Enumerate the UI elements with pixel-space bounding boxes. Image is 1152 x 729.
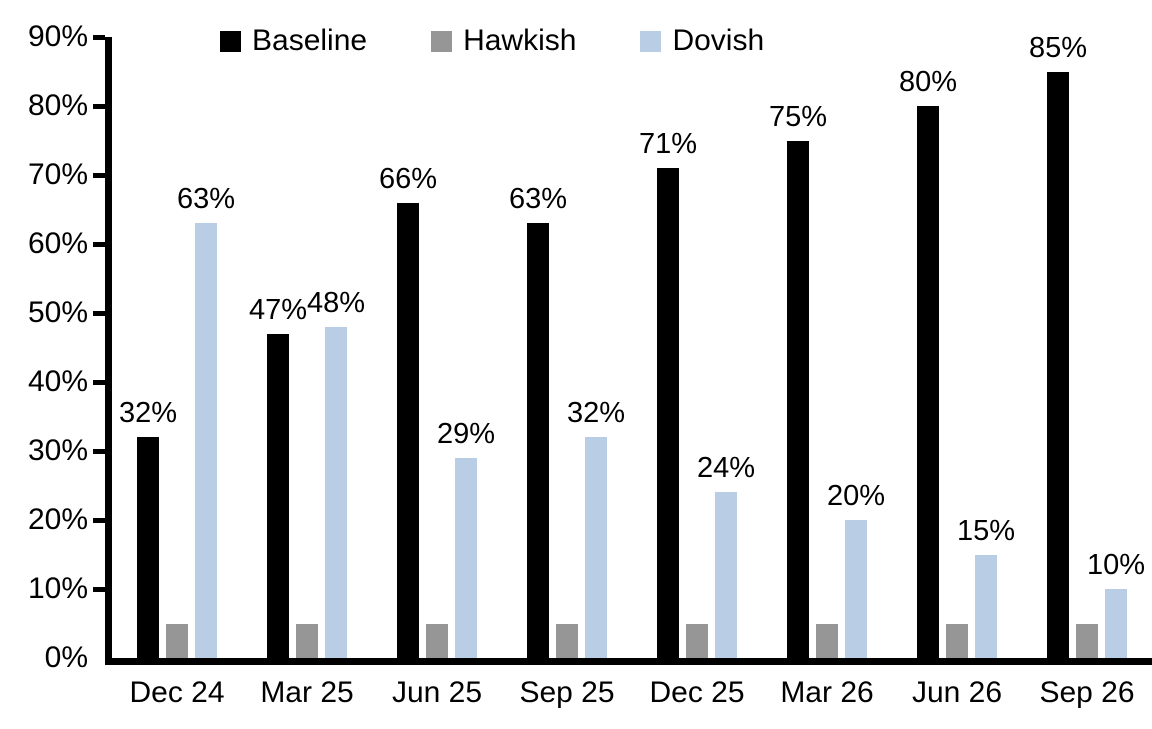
x-tick-label-jun-26: Jun 26 xyxy=(911,676,1003,709)
bar-baseline-jun-25: 66% xyxy=(379,164,437,658)
y-axis-tick xyxy=(93,380,105,385)
value-label-baseline-dec-24: 32% xyxy=(118,397,178,430)
bar-hawkish-mar-25 xyxy=(296,623,318,658)
y-axis-tick xyxy=(93,587,105,592)
plot-area: 32% 63% 47% 48% 66% 29% 63% 32% 71% 24% 75% 20% 80% 1… xyxy=(93,33,1152,665)
bar-group-jun-26: 80% 15% xyxy=(892,37,1022,658)
y-axis-tick xyxy=(93,311,105,316)
bar-dovish-mar-26: 20% xyxy=(827,482,885,658)
bar-baseline-jun-26: 80% xyxy=(899,68,957,658)
value-label-baseline-jun-25: 66% xyxy=(378,162,438,195)
bar-group-sep-25: 63% 32% xyxy=(502,37,632,658)
chart-legend: Baseline Hawkish Dovish xyxy=(220,24,764,58)
value-label-dovish-dec-25: 24% xyxy=(696,452,756,485)
x-tick-label-mar-26: Mar 26 xyxy=(780,676,874,709)
value-label-dovish-jun-26: 15% xyxy=(956,514,1016,547)
bar-baseline-dec-24: 32% xyxy=(119,399,177,658)
bar-group-dec-25: 71% 24% xyxy=(632,37,762,658)
value-label-baseline-dec-25: 71% xyxy=(638,128,698,161)
value-label-dovish-sep-25: 32% xyxy=(566,397,626,430)
value-label-baseline-mar-25: 47% xyxy=(248,293,308,326)
value-label-baseline-mar-26: 75% xyxy=(768,100,828,133)
value-label-baseline-sep-26: 85% xyxy=(1028,31,1088,64)
x-tick-label-jun-25: Jun 25 xyxy=(391,676,483,709)
y-axis-tick xyxy=(93,242,105,247)
bar-baseline-sep-26: 85% xyxy=(1029,33,1087,658)
y-tick-label: 70% xyxy=(27,158,88,191)
y-axis-tick xyxy=(93,35,105,40)
bar-hawkish-dec-24 xyxy=(166,623,188,658)
legend-swatch-dovish xyxy=(640,30,662,52)
y-axis-tick xyxy=(93,104,105,109)
bar-baseline-dec-25: 71% xyxy=(639,130,697,658)
y-tick-label: 60% xyxy=(27,227,88,260)
x-tick-label-mar-25: Mar 25 xyxy=(260,676,354,709)
bar-group-mar-25: 47% 48% xyxy=(242,37,372,658)
bar-dovish-sep-25: 32% xyxy=(567,399,625,658)
bar-hawkish-sep-26 xyxy=(1076,623,1098,658)
value-label-baseline-jun-26: 80% xyxy=(898,66,958,98)
legend-swatch-hawkish xyxy=(431,30,453,52)
y-tick-label: 90% xyxy=(27,20,88,53)
bar-baseline-sep-25: 63% xyxy=(509,185,567,658)
bar-hawkish-sep-25 xyxy=(556,623,578,658)
bar-dovish-sep-26: 10% xyxy=(1087,551,1145,658)
bar-group-mar-26: 75% 20% xyxy=(762,37,892,658)
y-tick-label: 50% xyxy=(27,296,88,329)
bar-hawkish-mar-26 xyxy=(816,623,838,658)
bar-group-jun-25: 66% 29% xyxy=(372,37,502,658)
bar-baseline-mar-25: 47% xyxy=(249,295,307,658)
bar-group-sep-26: 85% 10% xyxy=(1022,33,1152,658)
x-tick-label-sep-26: Sep 26 xyxy=(1039,676,1135,709)
y-tick-label: 80% xyxy=(27,89,88,122)
bar-baseline-mar-26: 75% xyxy=(769,102,827,658)
value-label-dovish-mar-25: 48% xyxy=(306,286,366,319)
bar-hawkish-jun-26 xyxy=(946,623,968,658)
bar-dovish-mar-25: 48% xyxy=(307,288,365,658)
bar-hawkish-jun-25 xyxy=(426,623,448,658)
bar-dovish-dec-25: 24% xyxy=(697,454,755,658)
y-tick-label: 0% xyxy=(44,641,88,674)
bar-hawkish-dec-25 xyxy=(686,623,708,658)
y-tick-label: 10% xyxy=(27,572,88,605)
y-tick-label: 20% xyxy=(27,503,88,536)
value-label-dovish-mar-26: 20% xyxy=(826,480,886,512)
legend-item-baseline: Baseline xyxy=(220,24,367,58)
x-tick-label-dec-25: Dec 25 xyxy=(649,676,745,709)
value-label-dovish-jun-25: 29% xyxy=(436,417,496,450)
y-tick-label: 30% xyxy=(27,434,88,467)
value-label-dovish-dec-24: 63% xyxy=(176,183,236,216)
bar-dovish-jun-26: 15% xyxy=(957,516,1015,658)
legend-item-dovish: Dovish xyxy=(640,24,764,58)
legend-swatch-baseline xyxy=(220,30,241,52)
legend-label-hawkish: Hawkish xyxy=(463,24,577,57)
bar-dovish-jun-25: 29% xyxy=(437,419,495,658)
legend-label-dovish: Dovish xyxy=(672,24,765,57)
value-label-baseline-sep-25: 63% xyxy=(508,183,568,216)
value-label-dovish-sep-26: 10% xyxy=(1086,549,1146,581)
y-tick-label: 40% xyxy=(27,365,88,398)
legend-item-hawkish: Hawkish xyxy=(431,24,576,58)
bar-group-dec-24: 32% 63% xyxy=(112,37,242,658)
y-axis-tick xyxy=(93,449,105,454)
bar-dovish-dec-24: 63% xyxy=(177,185,235,658)
x-tick-label-sep-25: Sep 25 xyxy=(519,676,615,709)
y-axis-tick xyxy=(93,518,105,523)
x-tick-label-dec-24: Dec 24 xyxy=(129,676,225,709)
legend-label-baseline: Baseline xyxy=(252,24,368,57)
y-axis-tick xyxy=(93,173,105,178)
